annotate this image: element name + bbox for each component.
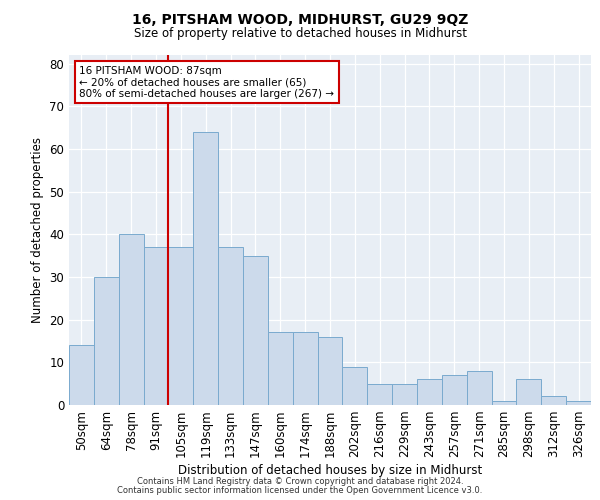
Bar [566,400,591,405]
Bar [119,234,143,405]
Bar [541,396,566,405]
Bar [343,366,367,405]
Text: Contains public sector information licensed under the Open Government Licence v3: Contains public sector information licen… [118,486,482,495]
Text: 16, PITSHAM WOOD, MIDHURST, GU29 9QZ: 16, PITSHAM WOOD, MIDHURST, GU29 9QZ [132,12,468,26]
Bar [243,256,268,405]
Bar [169,247,193,405]
Bar [293,332,317,405]
Bar [193,132,218,405]
Y-axis label: Number of detached properties: Number of detached properties [31,137,44,323]
Bar [218,247,243,405]
Bar [367,384,392,405]
Text: Contains HM Land Registry data © Crown copyright and database right 2024.: Contains HM Land Registry data © Crown c… [137,477,463,486]
Bar [491,400,517,405]
Bar [94,277,119,405]
Bar [417,380,442,405]
Bar [517,380,541,405]
Text: 16 PITSHAM WOOD: 87sqm
← 20% of detached houses are smaller (65)
80% of semi-det: 16 PITSHAM WOOD: 87sqm ← 20% of detached… [79,66,334,98]
X-axis label: Distribution of detached houses by size in Midhurst: Distribution of detached houses by size … [178,464,482,477]
Bar [317,336,343,405]
Bar [392,384,417,405]
Bar [467,371,491,405]
Bar [143,247,169,405]
Text: Size of property relative to detached houses in Midhurst: Size of property relative to detached ho… [133,28,467,40]
Bar [442,375,467,405]
Bar [69,345,94,405]
Bar [268,332,293,405]
